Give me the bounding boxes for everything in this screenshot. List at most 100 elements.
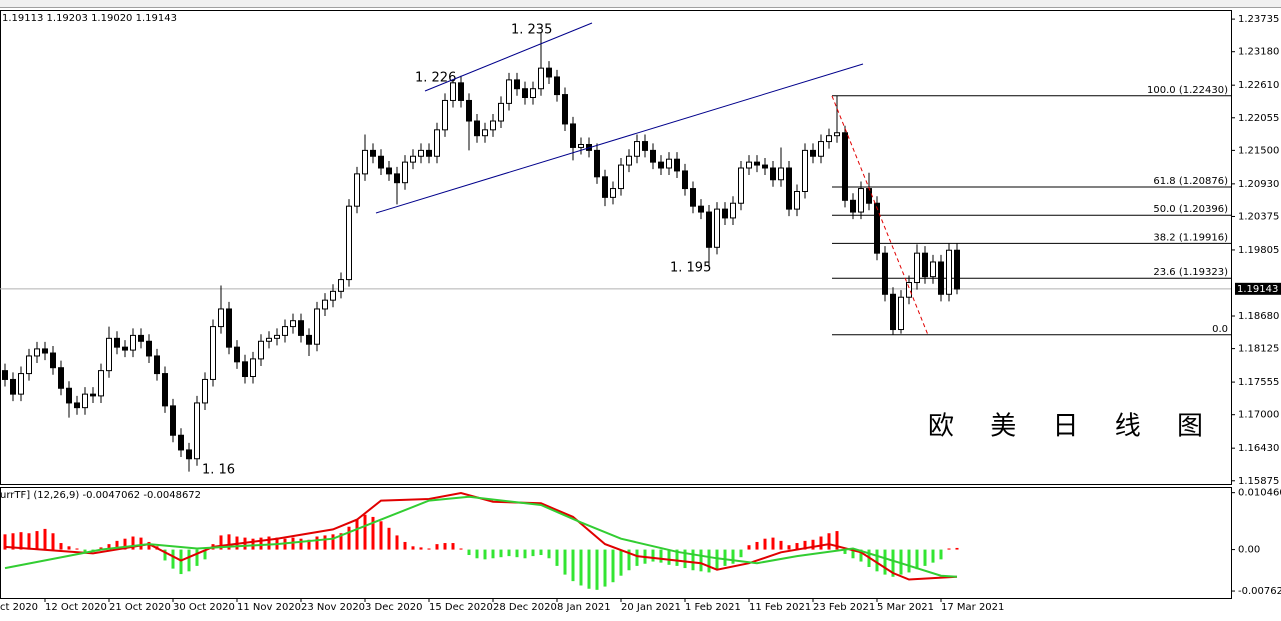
histogram-bar: [67, 546, 71, 550]
y-tick-label: 1.19805: [1238, 245, 1279, 256]
candle-body: [458, 82, 464, 101]
histogram-bar: [315, 536, 319, 550]
histogram-bar: [27, 533, 31, 550]
histogram-bar: [227, 534, 231, 550]
y-tick-label: 1.20930: [1238, 179, 1279, 190]
candle-body: [578, 144, 584, 148]
annotation: 1. 226: [415, 71, 456, 86]
candle-body: [242, 361, 248, 378]
histogram-bar: [299, 538, 303, 550]
candle-body: [738, 167, 744, 204]
histogram-bar: [459, 548, 463, 550]
annotation: 1. 195: [670, 261, 711, 276]
macd-panel: [0, 487, 1232, 599]
histogram-bar: [3, 534, 7, 550]
candle-body: [930, 261, 936, 278]
y-tick-label: 1.22055: [1238, 113, 1279, 124]
candle-body: [186, 449, 192, 460]
candle-body: [778, 167, 784, 181]
histogram-bar: [675, 549, 679, 566]
histogram-bar: [411, 546, 415, 550]
candle-body: [514, 79, 520, 90]
histogram-bar: [795, 543, 799, 550]
candle-body: [218, 308, 224, 328]
x-tick-label: 5 Mar 2021: [877, 602, 934, 613]
histogram-bar: [715, 549, 719, 570]
candle-body: [2, 370, 8, 380]
candle-body: [874, 202, 880, 254]
histogram-bar: [587, 549, 591, 589]
histogram-bar: [427, 548, 431, 550]
candle-body: [826, 135, 832, 143]
candle-body: [538, 67, 544, 90]
candle-body: [250, 358, 256, 378]
histogram-bar: [667, 549, 671, 565]
candle-body: [418, 149, 424, 157]
histogram-bar: [707, 549, 711, 573]
histogram-bar: [347, 526, 351, 550]
histogram-bar: [947, 548, 951, 550]
candle-body: [730, 202, 736, 219]
candle-body: [618, 164, 624, 190]
candle-body: [234, 346, 240, 363]
histogram-bar: [323, 535, 327, 550]
histogram-bar: [699, 549, 703, 572]
candle-body: [138, 334, 144, 342]
candle-body: [666, 158, 672, 169]
histogram-bar: [83, 549, 87, 552]
histogram-bar: [363, 514, 367, 550]
histogram-bar: [307, 539, 311, 550]
candle-body: [842, 132, 848, 201]
candle-body: [722, 208, 728, 219]
histogram-bar: [339, 533, 343, 550]
histogram-bar: [907, 549, 911, 573]
candle-body: [530, 88, 536, 99]
candle-body: [490, 120, 496, 131]
histogram-bar: [395, 535, 399, 550]
y-tick-label: 1.18680: [1238, 311, 1279, 322]
histogram-bar: [939, 549, 943, 560]
y-tick-label: 1.16430: [1238, 443, 1279, 454]
candle-body: [706, 211, 712, 248]
histogram-bar: [35, 531, 39, 550]
x-tick-label: 15 Dec 2020: [429, 602, 493, 613]
histogram-bar: [771, 537, 775, 550]
ohlc-text: 1.19113 1.19203 1.19020 1.19143: [2, 13, 177, 24]
candle-body: [90, 393, 96, 397]
histogram-bar: [11, 533, 15, 550]
candle-body: [386, 167, 392, 175]
x-tick-label: 3 Dec 2020: [365, 602, 423, 613]
candle-body: [282, 326, 288, 336]
candle-body: [554, 76, 560, 96]
candle-body: [658, 161, 664, 169]
candle-body: [410, 155, 416, 163]
histogram-bar: [387, 527, 391, 550]
candle-body: [922, 252, 928, 278]
price-panel: [0, 10, 1232, 485]
histogram-bar: [851, 549, 855, 559]
fib-label: 23.6 (1.19323): [1153, 267, 1228, 278]
fib-label: 100.0 (1.22430): [1147, 85, 1228, 96]
histogram-bar: [555, 549, 559, 566]
histogram-bar: [883, 549, 887, 575]
histogram-bar: [779, 540, 783, 550]
histogram-bar: [659, 549, 663, 563]
candle-body: [202, 378, 208, 404]
histogram-bar: [875, 549, 879, 572]
histogram-bar: [683, 549, 687, 569]
histogram-bar: [179, 549, 183, 575]
candle-body: [610, 188, 616, 198]
candle-body: [322, 299, 328, 310]
candle-body: [858, 188, 864, 213]
y-tick-label: -0.007621: [1238, 586, 1281, 597]
histogram-bar: [251, 538, 255, 550]
candle-body: [906, 282, 912, 298]
fib-trend: [831, 95, 929, 336]
fib-label: 0.0: [1212, 324, 1228, 335]
candle-body: [498, 102, 504, 122]
candle-body: [890, 293, 896, 331]
candle-body: [946, 249, 952, 295]
candle-body: [650, 149, 656, 163]
candle-body: [122, 346, 128, 351]
